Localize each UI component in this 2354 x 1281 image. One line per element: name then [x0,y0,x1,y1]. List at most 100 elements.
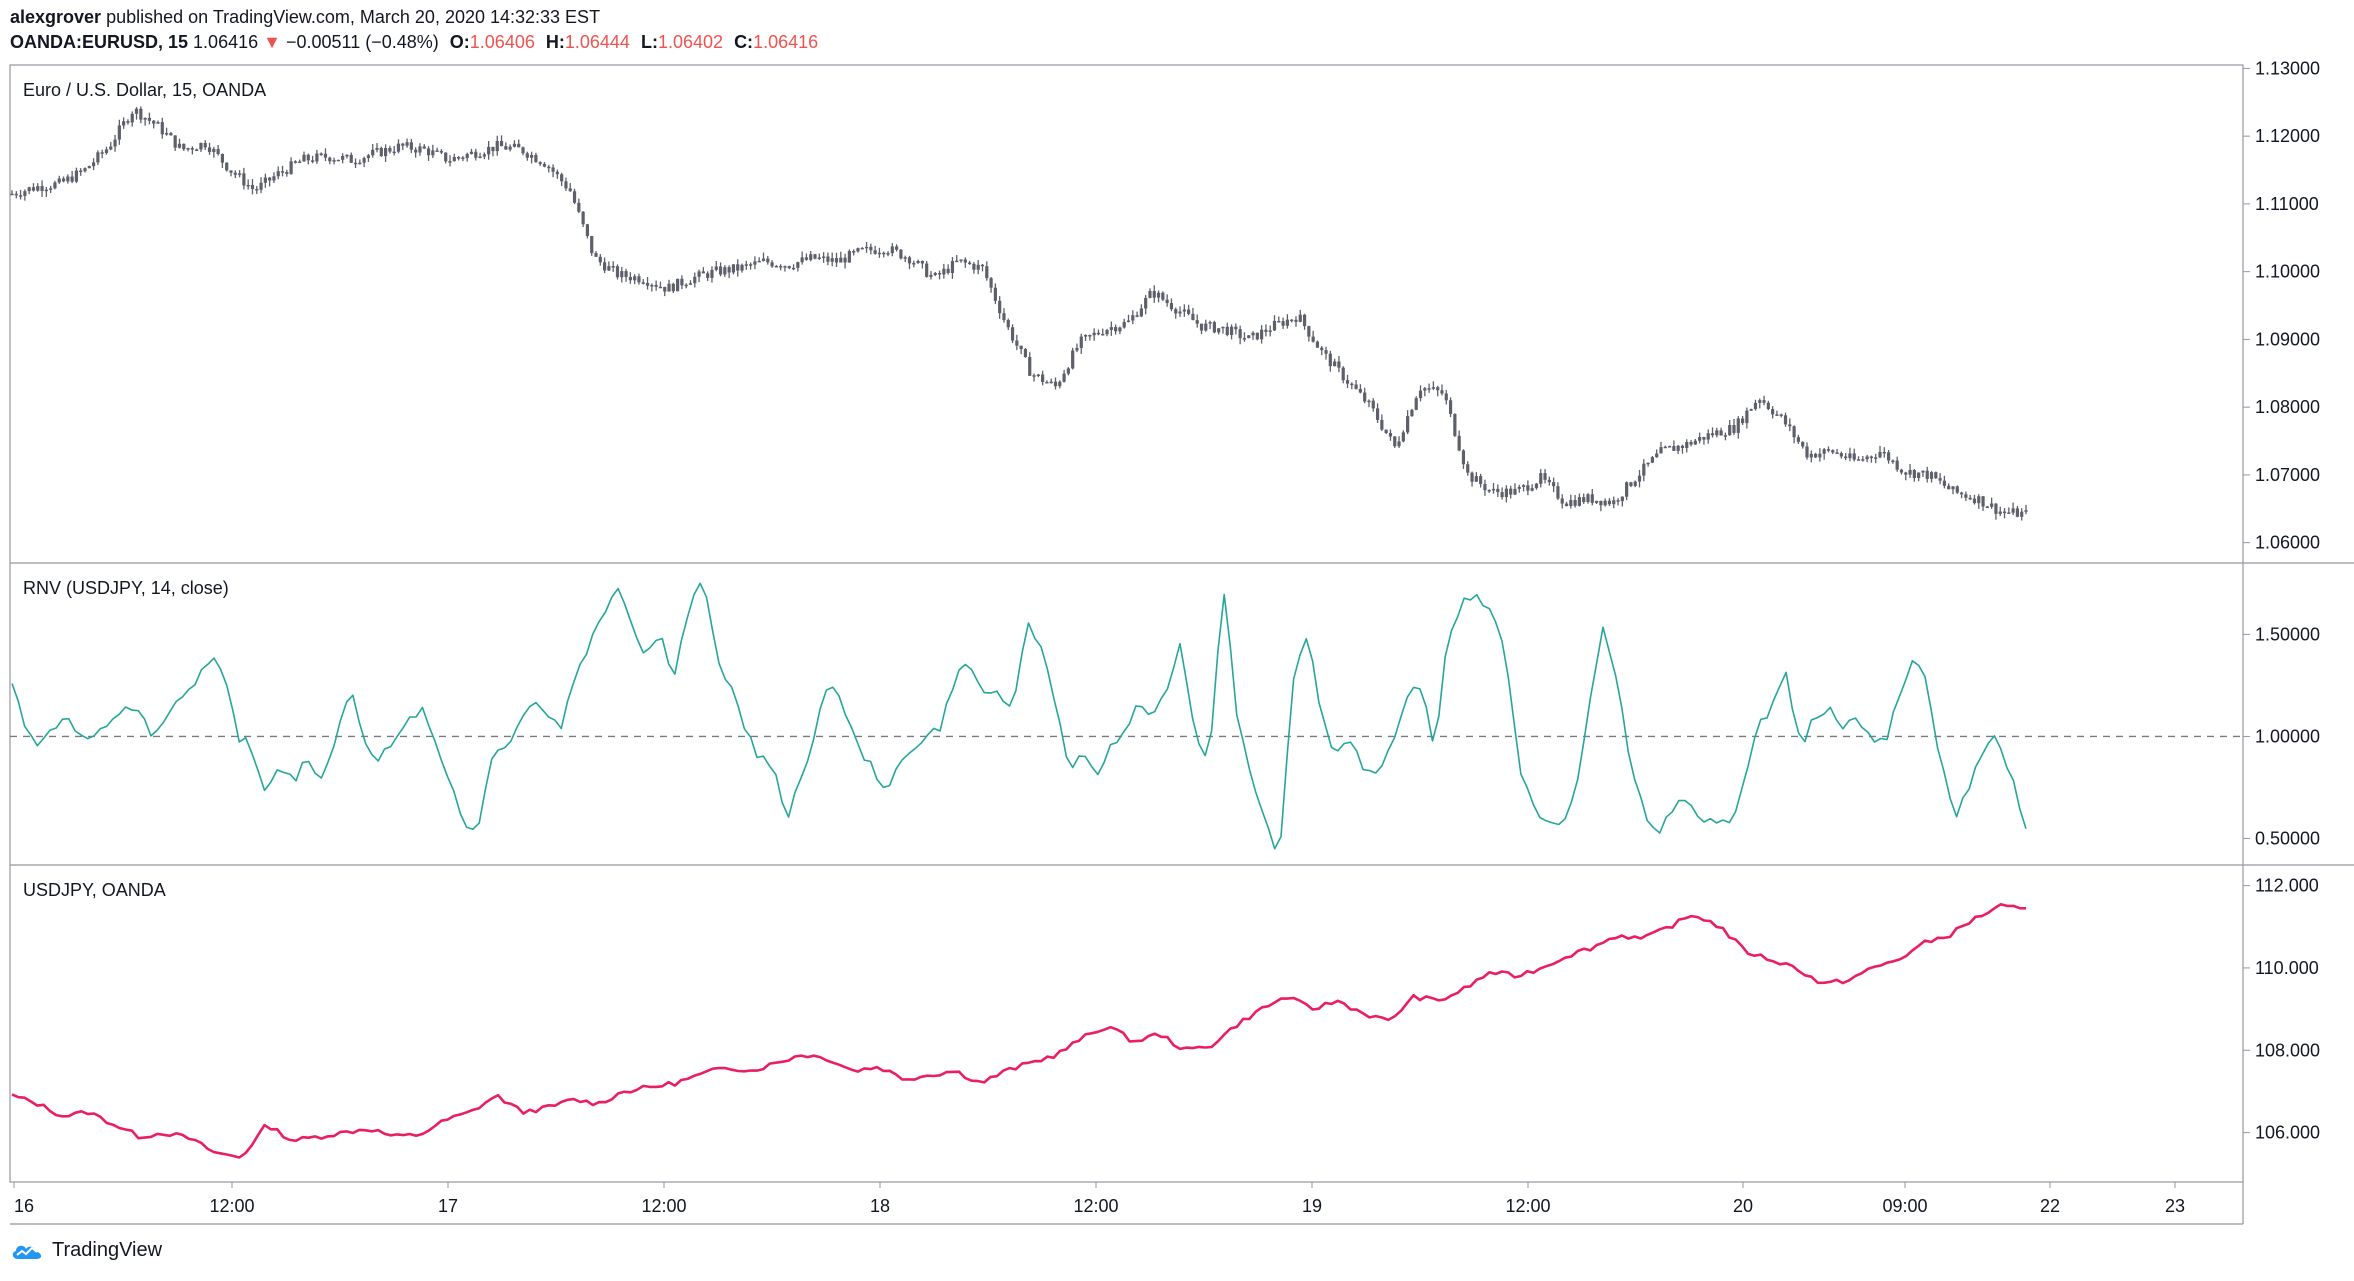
candle-body [1363,392,1367,402]
candle-body [1251,332,1255,336]
candle-body [452,157,456,162]
y-tick-label: 1.09000 [2255,329,2320,349]
candle-body [190,148,194,150]
candle-body [1384,429,1388,434]
x-tick-label: 12:00 [1073,1196,1118,1216]
candle-body [1882,451,1886,454]
candle-body [1187,309,1191,314]
x-tick-label: 17 [438,1196,458,1216]
candle-body [1719,430,1723,436]
price-change: −0.00511 (−0.48%) [285,32,439,52]
candle-body [1706,433,1710,440]
candle-body [160,122,164,135]
candle-body [1912,469,1916,479]
candle-body [843,257,847,263]
footer-brand[interactable]: TradingView [10,1239,162,1262]
x-tick-label: 12:00 [641,1196,686,1216]
candle-body [1436,387,1440,391]
candle-body [1345,380,1350,384]
candle-body [731,264,736,273]
candle-body [1126,320,1131,323]
candle-body [1324,350,1328,354]
time-axis[interactable]: 16 12:00 17 12:00 18 12:00 19 12:00 20 09:00 22 23 [13,1182,2185,1216]
price-axis[interactable]: 1.13000 1.12000 1.11000 1.10000 1.09000 1.080… [2243,58,2320,1143]
candle-body [1470,472,1474,482]
high-value: 1.06444 [564,32,630,52]
candle-body [564,181,568,189]
candle-body [744,264,748,266]
candle-body [1758,400,1762,403]
candle-body [1564,503,1569,507]
candle-body [864,246,869,249]
candle-body [1105,330,1109,335]
candle-body [972,263,976,270]
candle-body [899,249,903,259]
candle-body [169,133,173,136]
candle-body [757,260,761,263]
candle-body [1552,482,1556,487]
candle-body [113,139,117,147]
candle-body [693,276,697,284]
candle-body [813,254,817,259]
candle-body [1410,409,1414,417]
candle-body [2002,511,2007,514]
candle-body [538,162,542,164]
candle-body [1556,486,1560,499]
candle-body [839,257,843,263]
author-name[interactable]: alexgrover [10,7,102,27]
publish-line: alexgrover published on TradingView.com,… [10,6,600,28]
candle-body [495,140,499,152]
candle-body [1195,320,1199,324]
candle-body [353,162,358,165]
candle-body [1139,308,1143,317]
candle-body [263,177,267,183]
candle-body [130,113,134,123]
candle-body [568,188,572,192]
rnv-pane[interactable]: RNV (USDJPY, 14, close) [10,578,2243,850]
candle-body [1607,500,1612,505]
candle-body [555,171,559,175]
candle-body [1302,314,1307,327]
candle-body [667,283,671,292]
candle-body [126,121,130,123]
candle-body [1148,290,1152,298]
candle-body [620,271,624,278]
candle-body [1182,309,1186,312]
candle-body [1294,319,1298,322]
candle-body [1032,375,1036,377]
candle-body [1311,336,1315,342]
candle-body [2007,512,2011,514]
open-value: 1.06406 [469,32,535,52]
candle-body [1891,460,1895,463]
candle-body [530,154,534,158]
candle-body [1925,470,1929,479]
candle-body [1406,416,1410,433]
candle-body [1917,472,1921,479]
candle-body [66,176,70,182]
candle-body [1947,485,1951,490]
x-tick-label: 23 [2165,1196,2185,1216]
x-tick-label: 12:00 [1505,1196,1550,1216]
candle-body [740,264,744,271]
candle-body [1242,338,1247,340]
candle-body [1320,347,1324,351]
candle-body [1620,496,1624,502]
usdjpy-pane[interactable]: USDJPY, OANDA [11,880,2027,1159]
candle-body [624,271,628,278]
candle-body [676,278,680,292]
candle-body [946,268,950,273]
candle-body [847,251,851,263]
candle-body [641,282,645,284]
symbol-label[interactable]: OANDA:EURUSD, 15 [10,32,189,52]
candle-body [298,161,302,163]
candle-body [1985,506,1989,508]
candle-body [396,143,401,152]
candle-body [950,260,955,273]
candle-body [1264,329,1268,332]
close-value: 1.06416 [753,32,819,52]
eurusd-pane[interactable]: Euro / U.S. Dollar, 15, OANDA [10,80,2028,521]
candle-body [478,156,482,158]
candle-body [383,147,388,157]
candle-body [1637,475,1642,482]
